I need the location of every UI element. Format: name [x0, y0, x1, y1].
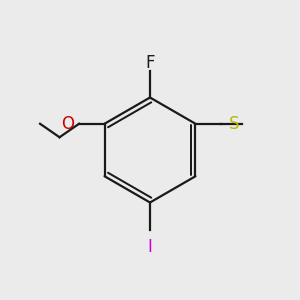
Text: F: F [145, 54, 155, 72]
Text: I: I [148, 238, 152, 256]
Text: S: S [229, 115, 239, 133]
Text: O: O [61, 115, 74, 133]
